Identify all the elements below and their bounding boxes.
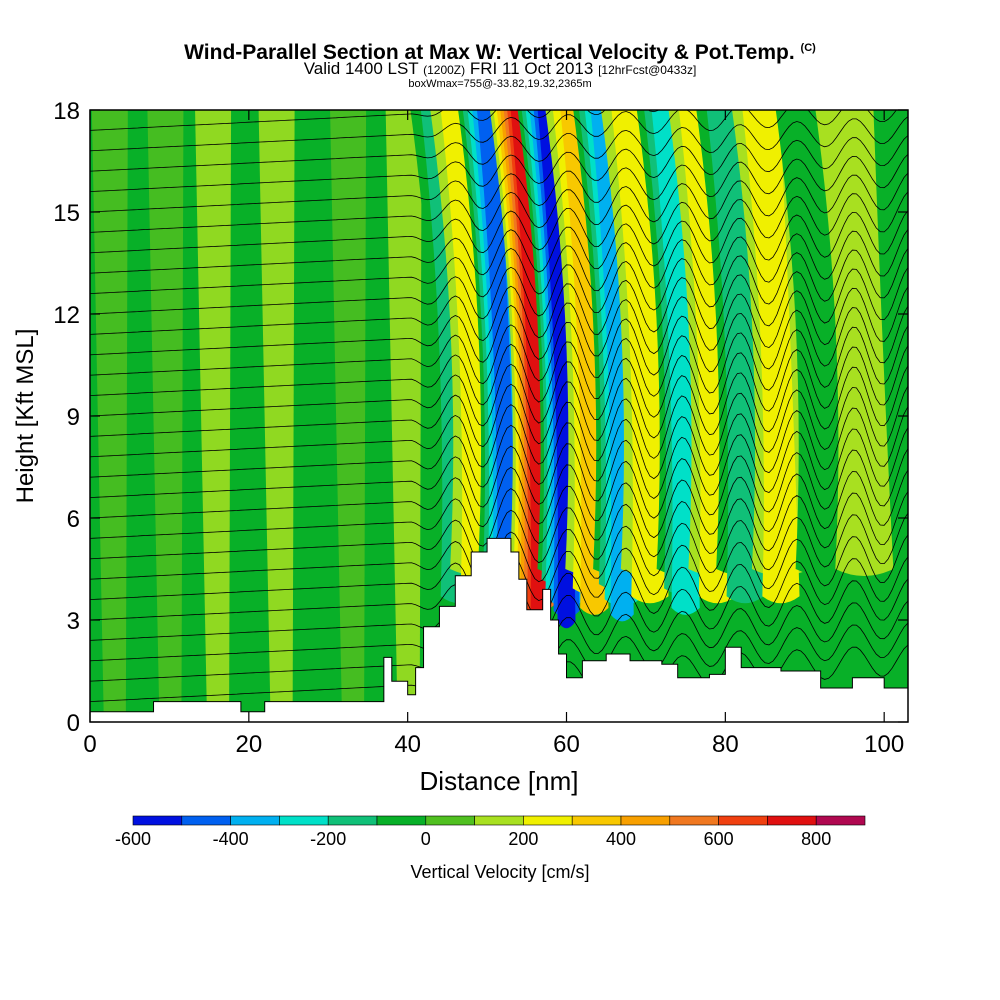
colorbar-swatch <box>815 815 866 826</box>
x-tick-label: 60 <box>553 731 580 758</box>
x-tick-label: 0 <box>83 731 96 758</box>
isentrope-line <box>90 286 908 363</box>
y-tick-label: 6 <box>67 506 80 533</box>
isentrope-line <box>90 229 908 298</box>
colorbar-tick-label: -200 <box>310 829 346 849</box>
colorbar-swatch <box>718 815 768 826</box>
velocity-contour-fill <box>537 110 576 629</box>
velocity-contour-fill <box>815 110 894 576</box>
y-tick-label: 15 <box>53 200 80 227</box>
isentrope-line <box>90 172 908 233</box>
weak-velocity-streak <box>385 110 422 722</box>
x-tick-label: 100 <box>864 731 904 758</box>
isentrope-line <box>90 110 98 111</box>
colorbar-tick-label: 400 <box>606 829 636 849</box>
colorbar-swatch <box>425 815 475 826</box>
x-axis-label: Distance [nm] <box>420 766 579 796</box>
velocity-contour-fill <box>651 110 700 615</box>
isentrope-line <box>90 448 908 528</box>
x-tick-label: 80 <box>712 731 739 758</box>
velocity-contour-fill <box>742 110 800 604</box>
isentrope-line <box>90 40 908 89</box>
valid-time: Valid 1400 LST <box>303 59 419 78</box>
isentrope-line <box>90 210 908 276</box>
isentrope-line <box>90 191 908 254</box>
colorbar-swatch <box>279 815 329 826</box>
isentrope-line <box>90 325 908 406</box>
isentrope-line <box>90 385 908 468</box>
box-wmax-info: boxWmax=755@-33.82,19.32,2365m <box>408 78 592 90</box>
chart-title-text: Wind-Parallel Section at Max W: Vertical… <box>184 41 795 64</box>
isentrope-line <box>90 267 908 342</box>
isentrope-line <box>90 305 908 385</box>
chart-subtitle: Valid 1400 LST (1200Z) FRI 11 Oct 2013 [… <box>0 60 1000 79</box>
velocity-contour-fill <box>510 110 547 631</box>
y-tick-label: 9 <box>67 404 80 431</box>
copyright-mark: (C) <box>800 42 816 54</box>
x-tick-label: 40 <box>394 731 421 758</box>
y-tick-label: 0 <box>67 710 80 737</box>
y-axis-label: Height [Kft MSL] <box>12 329 39 504</box>
velocity-band <box>815 110 894 576</box>
colorbar-tick-label: 600 <box>704 829 734 849</box>
colorbar-tick-label: -600 <box>115 829 151 849</box>
valid-date: FRI 11 Oct 2013 <box>469 59 594 78</box>
isentrope-line <box>90 154 908 213</box>
isentrope-line <box>90 365 908 448</box>
isentrope-line <box>90 135 908 192</box>
colorbar-swatch <box>669 815 719 826</box>
x-tick-label: 20 <box>235 731 262 758</box>
colorbar-swatch <box>474 815 524 826</box>
isentrope-line <box>90 21 908 69</box>
colorbar-swatch <box>620 815 671 826</box>
isentrope-line <box>90 345 908 427</box>
y-tick-label: 3 <box>67 608 80 635</box>
colorbar-tick-label: 800 <box>801 829 831 849</box>
utc-time: (1200Z) <box>423 63 466 77</box>
y-tick-label: 12 <box>53 302 80 329</box>
colorbar-swatch <box>181 815 231 826</box>
colorbar-swatch <box>230 815 280 826</box>
isentrope-line <box>90 110 660 131</box>
velocity-contour-fill <box>476 110 518 626</box>
colorbar-tick-label: 200 <box>508 829 538 849</box>
isentrope-line <box>90 2 908 49</box>
chart-title: Wind-Parallel Section at Max W: Vertical… <box>0 36 1000 65</box>
velocity-field <box>90 0 908 722</box>
isentropes <box>90 0 908 702</box>
isentrope-line <box>90 406 908 488</box>
weak-velocity-streak <box>147 110 184 722</box>
isentrope-line <box>90 0 908 28</box>
colorbar-label: Vertical Velocity [cm/s] <box>410 862 590 882</box>
isentrope-line <box>90 110 897 152</box>
colorbar-swatch <box>327 815 378 826</box>
colorbar-swatch <box>767 815 817 826</box>
colorbar-tick-label: -400 <box>213 829 249 849</box>
weak-velocity-streak <box>330 110 367 722</box>
isentrope-line <box>90 491 908 566</box>
colorbar-swatch <box>376 815 427 826</box>
forecast-info: [12hrFcst@0433z] <box>598 63 697 77</box>
colorbar-tick-label: 0 <box>421 829 431 849</box>
colorbar-swatch <box>571 815 622 826</box>
y-tick-label: 18 <box>53 98 80 125</box>
terrain-profile <box>90 537 908 722</box>
isentrope-line <box>90 469 908 547</box>
isentrope-line <box>90 116 908 172</box>
isentrope-line <box>90 248 908 320</box>
isentrope-line <box>90 427 908 508</box>
colorbar-swatch <box>132 815 183 826</box>
weak-velocity-streak <box>195 110 232 722</box>
weak-velocity-streak <box>91 110 128 722</box>
colorbar-swatch <box>523 815 573 826</box>
